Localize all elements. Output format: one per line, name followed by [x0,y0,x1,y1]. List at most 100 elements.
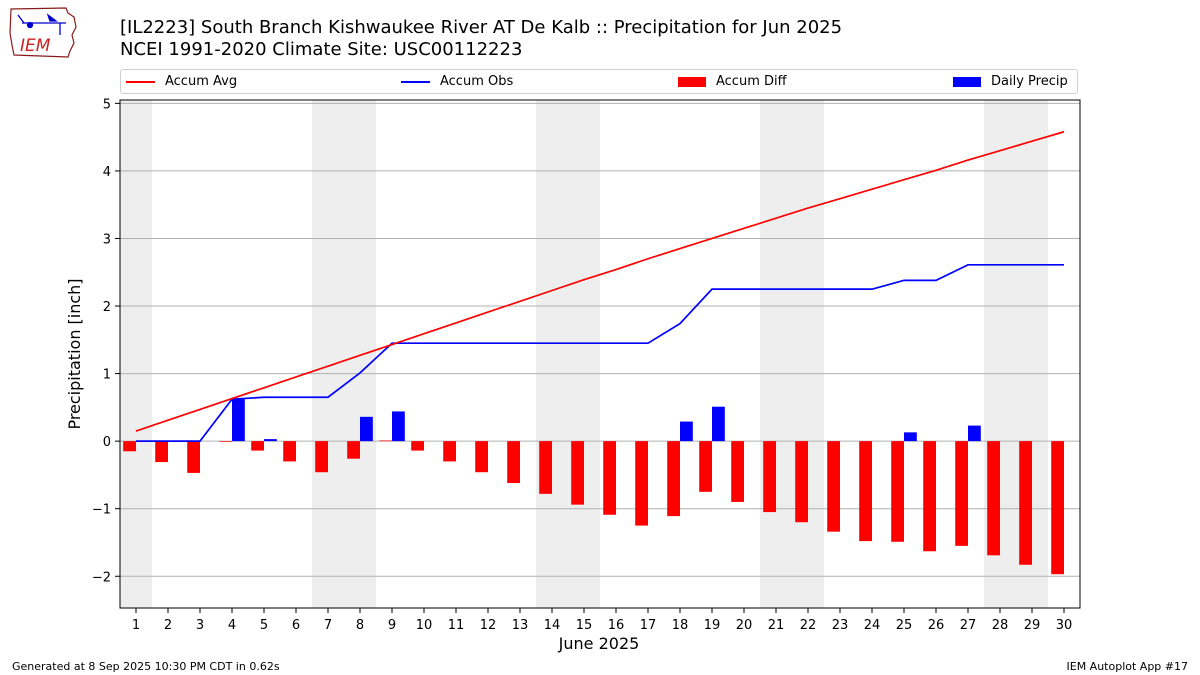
accum-diff-bar [699,441,712,492]
accum-diff-bar [923,441,936,552]
daily-precip-bar [232,399,245,442]
plot-frame [119,99,1081,609]
x-axis-label: June 2025 [558,634,640,653]
y-tick-label: 0 [103,435,111,450]
accum-diff-bar [443,441,456,462]
y-tick-label: −2 [92,570,111,585]
x-tick-label: 25 [896,618,913,633]
iem-logo: IEM [9,7,77,58]
accum-diff-bar [1051,441,1064,575]
logo-text: IEM [20,36,51,56]
x-tick-label: 19 [704,618,721,633]
accum-diff-bar [283,441,296,462]
accum-diff-bar [155,441,168,463]
x-tick-label: 9 [388,618,396,633]
accum-diff-bar [539,441,552,494]
y-axis-label: Precipitation [inch] [65,278,84,429]
chart-subtitle: NCEI 1991-2020 Climate Site: USC00112223 [120,39,523,60]
legend-item-accum-obs: Accum Obs [401,74,513,89]
x-tick-label: 1 [132,618,140,633]
accum-diff-bar [987,441,1000,556]
y-tick-label: 3 [103,232,111,247]
x-tick-label: 10 [416,618,433,633]
daily-precip-bar [680,421,693,442]
legend-label: Accum Diff [716,74,787,89]
x-tick-label: 27 [960,618,977,633]
accum-diff-bar [859,441,872,542]
x-tick-label: 21 [768,618,785,633]
accum-diff-bar [763,441,776,513]
legend-swatch [126,80,155,83]
daily-precip-bar [968,425,981,442]
legend-swatch [678,76,706,87]
accum-diff-bar [795,441,808,523]
daily-precip-bar [712,406,725,442]
x-tick-label: 26 [928,618,945,633]
weekend-shade [536,100,600,608]
chart-legend: Accum Avg Accum Obs Accum Diff Daily Pre… [120,69,1078,94]
y-tick-label: 2 [103,300,111,315]
accum-diff-bar [475,441,488,473]
accum-diff-bar [187,441,200,473]
x-tick-label: 4 [228,618,236,633]
chart-title: [IL2223] South Branch Kishwaukee River A… [120,17,843,38]
x-tick-label: 30 [1056,618,1073,633]
y-tick-label: −1 [92,503,111,518]
x-tick-label: 5 [260,618,268,633]
x-tick-label: 29 [1024,618,1041,633]
daily-precip-bar [264,439,277,442]
chart-title-block: [IL2223] South Branch Kishwaukee River A… [120,17,842,61]
iowa-state-outline [9,7,77,58]
legend-label: Daily Precip [991,74,1068,89]
x-tick-label: 18 [672,618,689,633]
x-tick-label: 7 [324,618,332,633]
x-tick-label: 15 [576,618,593,633]
legend-item-accum-avg: Accum Avg [126,74,237,89]
accum-diff-bar [507,441,520,484]
weekend-shade [120,100,152,608]
x-tick-label: 23 [832,618,849,633]
weekend-shade [760,100,824,608]
accum-diff-bar [635,441,648,526]
legend-item-accum-diff: Accum Diff [678,74,787,89]
x-tick-label: 20 [736,618,753,633]
x-tick-label: 16 [608,618,625,633]
accum-diff-bar [1019,441,1032,565]
accum-diff-bar [379,440,392,442]
accum-diff-bar [123,441,136,452]
x-tick-label: 12 [480,618,497,633]
accum-avg-line [135,130,1065,432]
legend-swatch [401,80,430,83]
accum-diff-bar [315,441,328,473]
x-tick-label: 6 [292,618,300,633]
accum-diff-bar [731,441,744,502]
legend-swatch [953,76,981,87]
daily-precip-bar [392,411,405,442]
legend-label: Accum Obs [440,74,514,89]
accum-diff-bar [667,441,680,517]
accum-diff-bar [891,441,904,542]
accum-diff-bar [411,441,424,451]
app-credit: IEM Autoplot App #17 [1066,660,1189,673]
accum-diff-bar [571,441,584,505]
legend-label: Accum Avg [165,74,238,89]
y-tick-label: 4 [103,165,111,180]
y-tick-label: 5 [103,97,111,112]
generated-timestamp: Generated at 8 Sep 2025 10:30 PM CDT in … [12,660,280,673]
weather-station-icon [17,13,66,35]
x-tick-label: 3 [196,618,204,633]
x-tick-label: 2 [164,618,172,633]
accum-diff-bar [955,441,968,546]
y-tick-label: 1 [103,368,111,383]
x-tick-label: 28 [992,618,1009,633]
accum-diff-bar [251,441,264,451]
accum-diff-bar [347,441,360,459]
daily-precip-bar [360,416,373,442]
accum-diff-bar [603,441,616,515]
x-tick-label: 11 [448,618,465,633]
x-tick-label: 17 [640,618,657,633]
x-tick-label: 14 [544,618,561,633]
accum-diff-bar [219,441,232,442]
legend-item-daily-precip: Daily Precip [953,74,1068,89]
